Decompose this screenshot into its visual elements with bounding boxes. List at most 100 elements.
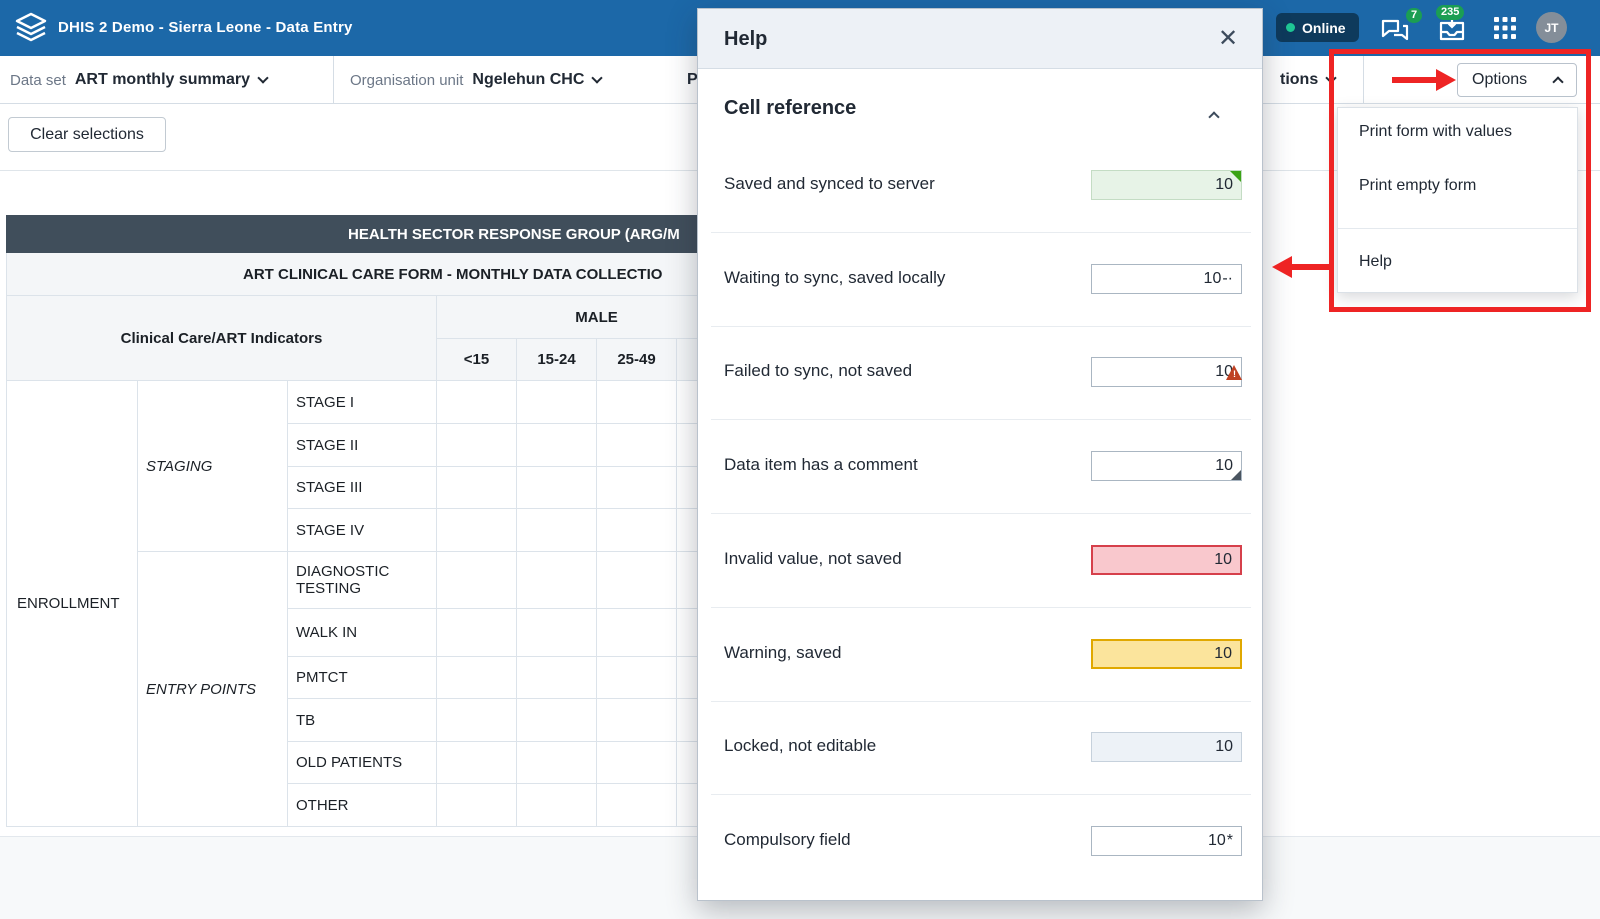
help-row-label: Data item has a comment bbox=[724, 455, 918, 474]
data-entry-cell[interactable] bbox=[516, 551, 597, 609]
data-entry-cell[interactable] bbox=[436, 508, 517, 552]
data-entry-cell[interactable] bbox=[596, 551, 677, 609]
org-unit-value: Ngelehun CHC bbox=[472, 71, 585, 88]
help-row-label: Waiting to sync, saved locally bbox=[724, 268, 946, 287]
menu-item-print-empty-form[interactable]: Print empty form bbox=[1359, 177, 1477, 194]
app-title: DHIS 2 Demo - Sierra Leone - Data Entry bbox=[58, 19, 353, 36]
cell-example-locked: 10 bbox=[1091, 732, 1242, 762]
data-entry-cell[interactable] bbox=[596, 698, 677, 742]
data-entry-cell[interactable] bbox=[516, 423, 597, 467]
data-set-selector[interactable]: Data set ART monthly summary bbox=[10, 56, 269, 104]
cell-example-waiting: 10 -· bbox=[1091, 264, 1242, 294]
warning-triangle-icon: ! bbox=[1226, 365, 1243, 380]
age-header: <15 bbox=[436, 338, 517, 381]
row-divider bbox=[711, 419, 1251, 420]
row-label: STAGE III bbox=[287, 466, 437, 509]
data-entry-cell[interactable] bbox=[436, 698, 517, 742]
data-entry-cell[interactable] bbox=[596, 508, 677, 552]
apps-grid-icon[interactable] bbox=[1493, 16, 1517, 45]
section-label: ENROLLMENT bbox=[6, 380, 138, 827]
row-label: TB bbox=[287, 698, 437, 742]
age-header: 25-49 bbox=[596, 338, 677, 381]
indicators-header: Clinical Care/ART Indicators bbox=[6, 295, 437, 381]
cell-example-invalid: 10 bbox=[1091, 545, 1242, 575]
period-selector-fragment[interactable]: P bbox=[687, 71, 698, 88]
age-header: 15-24 bbox=[516, 338, 597, 381]
interpretations-count-badge: 7 bbox=[1406, 8, 1423, 23]
help-modal-title: Help bbox=[724, 28, 768, 50]
help-row-label: Saved and synced to server bbox=[724, 174, 935, 193]
data-entry-cell[interactable] bbox=[596, 466, 677, 509]
cell-example-warning: 10 bbox=[1091, 639, 1242, 669]
data-entry-cell[interactable] bbox=[436, 551, 517, 609]
row-divider bbox=[711, 513, 1251, 514]
row-label: WALK IN bbox=[287, 608, 437, 657]
close-icon[interactable]: ✕ bbox=[1212, 23, 1244, 55]
data-entry-cell[interactable] bbox=[516, 508, 597, 552]
row-label: OTHER bbox=[287, 783, 437, 827]
data-entry-cell[interactable] bbox=[436, 741, 517, 784]
row-label: DIAGNOSTIC TESTING bbox=[287, 551, 437, 609]
synced-corner-icon bbox=[1230, 171, 1241, 182]
data-entry-cell[interactable] bbox=[436, 783, 517, 827]
cell-reference-heading: Cell reference bbox=[724, 97, 857, 119]
row-label: STAGE II bbox=[287, 423, 437, 467]
data-entry-cell[interactable] bbox=[436, 466, 517, 509]
data-entry-cell[interactable] bbox=[516, 608, 597, 657]
subsection-label: STAGING bbox=[137, 380, 288, 552]
hidden-selector-fragment[interactable]: tions bbox=[1280, 56, 1337, 104]
data-entry-cell[interactable] bbox=[436, 380, 517, 424]
data-entry-cell[interactable] bbox=[596, 423, 677, 467]
chevron-down-icon bbox=[591, 72, 604, 84]
messages-icon[interactable] bbox=[1438, 17, 1466, 48]
row-divider bbox=[711, 607, 1251, 608]
data-entry-cell[interactable] bbox=[596, 656, 677, 699]
data-entry-cell[interactable] bbox=[436, 423, 517, 467]
row-label: STAGE I bbox=[287, 380, 437, 424]
chevron-down-icon bbox=[257, 72, 269, 84]
data-set-label: Data set bbox=[10, 71, 66, 89]
data-entry-cell[interactable] bbox=[516, 783, 597, 827]
chevron-up-icon[interactable] bbox=[1208, 111, 1220, 123]
chevron-up-icon bbox=[1552, 76, 1564, 88]
help-modal-header: Help ✕ bbox=[698, 9, 1262, 69]
options-button[interactable]: Options bbox=[1457, 63, 1577, 97]
data-entry-cell[interactable] bbox=[516, 466, 597, 509]
data-entry-cell[interactable] bbox=[596, 608, 677, 657]
help-row-label: Locked, not editable bbox=[724, 736, 877, 755]
help-row-label: Compulsory field bbox=[724, 830, 851, 849]
data-entry-cell[interactable] bbox=[516, 741, 597, 784]
help-row-label: Warning, saved bbox=[724, 643, 842, 662]
messages-count-badge: 235 bbox=[1436, 5, 1465, 20]
data-entry-cell[interactable] bbox=[516, 698, 597, 742]
online-dot-icon bbox=[1286, 23, 1295, 32]
org-unit-label: Organisation unit bbox=[350, 71, 464, 89]
cell-example-synced: 10 bbox=[1091, 170, 1242, 200]
cell-example-comment: 10 bbox=[1091, 451, 1242, 481]
subsection-label: ENTRY POINTS bbox=[137, 551, 288, 827]
selector-divider bbox=[333, 56, 334, 103]
user-avatar[interactable]: JT bbox=[1536, 12, 1567, 43]
row-divider bbox=[711, 326, 1251, 327]
data-entry-cell[interactable] bbox=[516, 380, 597, 424]
data-entry-cell[interactable] bbox=[516, 656, 597, 699]
row-label: OLD PATIENTS bbox=[287, 741, 437, 784]
dhis2-logo-icon bbox=[14, 12, 48, 47]
menu-item-help[interactable]: Help bbox=[1359, 253, 1392, 270]
selector-divider bbox=[1363, 56, 1364, 103]
chevron-down-icon bbox=[1325, 72, 1337, 84]
interpretations-icon[interactable] bbox=[1380, 17, 1410, 48]
menu-item-print-form-with-values[interactable]: Print form with values bbox=[1359, 123, 1512, 140]
help-row-label: Invalid value, not saved bbox=[724, 549, 902, 568]
data-entry-cell[interactable] bbox=[436, 608, 517, 657]
row-divider bbox=[711, 794, 1251, 795]
row-label: STAGE IV bbox=[287, 508, 437, 552]
data-entry-cell[interactable] bbox=[596, 741, 677, 784]
online-status-badge: Online bbox=[1276, 13, 1359, 42]
data-entry-cell[interactable] bbox=[436, 656, 517, 699]
org-unit-selector[interactable]: Organisation unit Ngelehun CHC bbox=[350, 56, 604, 104]
data-entry-cell[interactable] bbox=[596, 380, 677, 424]
clear-selections-button[interactable]: Clear selections bbox=[8, 117, 166, 152]
data-entry-cell[interactable] bbox=[596, 783, 677, 827]
